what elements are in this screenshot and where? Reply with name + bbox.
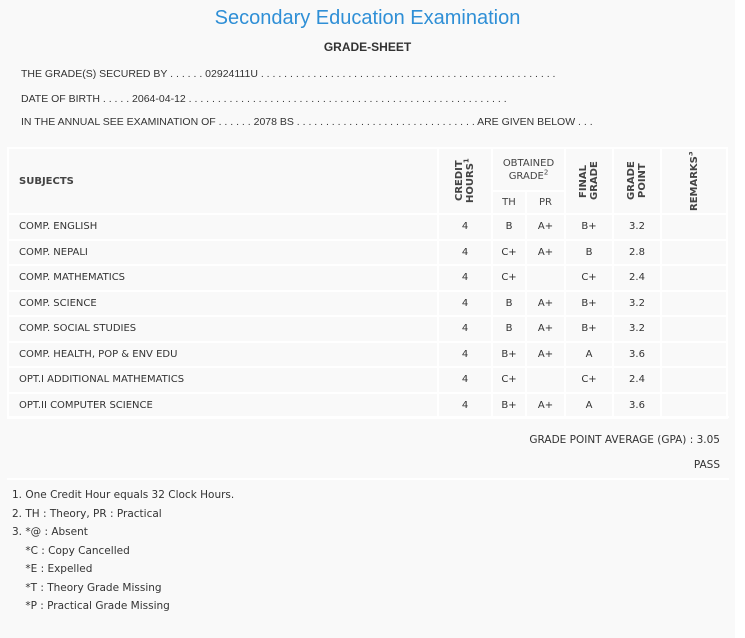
subject-cell: OPT.I ADDITIONAL MATHEMATICS bbox=[7, 366, 439, 394]
footnote: 1. One Credit Hour equals 32 Clock Hours… bbox=[12, 489, 235, 501]
footnote: 3. *@ : Absent bbox=[12, 526, 88, 538]
practical-grade-cell bbox=[525, 366, 566, 394]
table-row: OPT.I ADDITIONAL MATHEMATICS 4 C+ C+ 2.4 bbox=[7, 366, 728, 394]
subject-cell: COMP. SCIENCE bbox=[7, 289, 439, 317]
subject-cell: COMP. SOCIAL STUDIES bbox=[7, 315, 439, 343]
table-row: COMP. NEPALI 4 C+ A+ B 2.8 bbox=[7, 238, 728, 266]
grade-sheet-heading: GRADE-SHEET bbox=[323, 40, 412, 54]
grade-point-cell: 3.6 bbox=[612, 340, 662, 368]
subject-cell: COMP. HEALTH, POP & ENV EDU bbox=[7, 340, 439, 368]
grade-point-cell: 3.2 bbox=[612, 315, 662, 343]
secured-by-line: THE GRADE(S) SECURED BY . . . . . . 0292… bbox=[21, 68, 556, 80]
header-subjects: SUBJECTS bbox=[7, 147, 439, 215]
practical-grade-cell: A+ bbox=[525, 340, 566, 368]
footnotes: 1. One Credit Hour equals 32 Clock Hours… bbox=[12, 486, 234, 616]
header-remarks: REMARKS3 bbox=[660, 147, 728, 215]
remarks-cell bbox=[660, 315, 728, 343]
credit-hours-cell: 4 bbox=[437, 391, 493, 419]
theory-grade-cell: B bbox=[491, 289, 527, 317]
subject-cell: OPT.II COMPUTER SCIENCE bbox=[7, 391, 439, 419]
final-grade-cell: C+ bbox=[564, 366, 614, 394]
theory-grade-cell: C+ bbox=[491, 366, 527, 394]
footnote: 2. TH : Theory, PR : Practical bbox=[12, 507, 162, 520]
grade-point-cell: 2.4 bbox=[612, 264, 662, 292]
date-of-birth-line: DATE OF BIRTH . . . . . 2064-04-12 . . .… bbox=[21, 93, 507, 105]
table-row: COMP. ENGLISH 4 B A+ B+ 3.2 bbox=[7, 213, 728, 241]
final-grade-cell: B+ bbox=[564, 213, 614, 241]
theory-grade-cell: B bbox=[491, 315, 527, 343]
credit-hours-cell: 4 bbox=[437, 264, 493, 292]
practical-grade-cell: A+ bbox=[525, 391, 566, 419]
grades-table: SUBJECTS CREDIT HOURS1 OBTAINED GRADE2 F… bbox=[7, 147, 728, 419]
gpa-value: GRADE POINT AVERAGE (GPA) : 3.05 bbox=[529, 434, 720, 446]
subject-cell: COMP. NEPALI bbox=[7, 238, 439, 266]
credit-hours-cell: 4 bbox=[437, 315, 493, 343]
practical-grade-cell: A+ bbox=[525, 289, 566, 317]
result-status: PASS bbox=[693, 459, 720, 471]
final-grade-cell: B+ bbox=[564, 289, 614, 317]
table-row: COMP. MATHEMATICS 4 C+ C+ 2.4 bbox=[7, 264, 728, 292]
divider bbox=[7, 416, 729, 418]
credit-hours-cell: 4 bbox=[437, 366, 493, 394]
theory-grade-cell: B bbox=[491, 213, 527, 241]
table-row: COMP. SCIENCE 4 B A+ B+ 3.2 bbox=[7, 289, 728, 317]
final-grade-cell: A bbox=[564, 391, 614, 419]
table-row: OPT.II COMPUTER SCIENCE 4 B+ A+ A 3.6 bbox=[7, 391, 728, 419]
remarks-cell bbox=[660, 238, 728, 266]
footnote: *T : Theory Grade Missing bbox=[12, 581, 162, 594]
subject-cell: COMP. MATHEMATICS bbox=[7, 264, 439, 292]
credit-hours-cell: 4 bbox=[437, 213, 493, 241]
practical-grade-cell bbox=[525, 264, 566, 292]
subject-cell: COMP. ENGLISH bbox=[7, 213, 439, 241]
table-row: COMP. HEALTH, POP & ENV EDU 4 B+ A+ A 3.6 bbox=[7, 340, 728, 368]
grade-point-cell: 3.6 bbox=[612, 391, 662, 419]
page-title: Secondary Education Examination bbox=[214, 7, 521, 29]
remarks-cell bbox=[660, 264, 728, 292]
final-grade-cell: A bbox=[564, 340, 614, 368]
practical-grade-cell: A+ bbox=[525, 238, 566, 266]
remarks-cell bbox=[660, 213, 728, 241]
header-obtained-grade: OBTAINED GRADE2 bbox=[491, 147, 566, 192]
remarks-cell bbox=[660, 340, 728, 368]
header-practical: PR bbox=[525, 190, 566, 215]
footnote: *C : Copy Cancelled bbox=[12, 544, 130, 557]
grade-point-cell: 2.8 bbox=[612, 238, 662, 266]
credit-hours-cell: 4 bbox=[437, 340, 493, 368]
final-grade-cell: C+ bbox=[564, 264, 614, 292]
exam-line: IN THE ANNUAL SEE EXAMINATION OF . . . .… bbox=[21, 116, 593, 128]
table-row: COMP. SOCIAL STUDIES 4 B A+ B+ 3.2 bbox=[7, 315, 728, 343]
grade-point-cell: 3.2 bbox=[612, 213, 662, 241]
remarks-cell bbox=[660, 366, 728, 394]
final-grade-cell: B bbox=[564, 238, 614, 266]
header-theory: TH bbox=[491, 190, 527, 215]
grade-point-cell: 2.4 bbox=[612, 366, 662, 394]
credit-hours-cell: 4 bbox=[437, 238, 493, 266]
theory-grade-cell: C+ bbox=[491, 264, 527, 292]
footnote: *E : Expelled bbox=[12, 563, 93, 575]
credit-hours-cell: 4 bbox=[437, 289, 493, 317]
footnote: *P : Practical Grade Missing bbox=[12, 600, 170, 612]
header-credit-hours: CREDIT HOURS1 bbox=[437, 147, 493, 215]
header-grade-point: GRADE POINT bbox=[612, 147, 662, 215]
grade-point-cell: 3.2 bbox=[612, 289, 662, 317]
header-final-grade: FINAL GRADE bbox=[564, 147, 614, 215]
final-grade-cell: B+ bbox=[564, 315, 614, 343]
practical-grade-cell: A+ bbox=[525, 315, 566, 343]
practical-grade-cell: A+ bbox=[525, 213, 566, 241]
remarks-cell bbox=[660, 289, 728, 317]
theory-grade-cell: B+ bbox=[491, 340, 527, 368]
theory-grade-cell: B+ bbox=[491, 391, 527, 419]
divider bbox=[7, 478, 729, 480]
theory-grade-cell: C+ bbox=[491, 238, 527, 266]
remarks-cell bbox=[660, 391, 728, 419]
